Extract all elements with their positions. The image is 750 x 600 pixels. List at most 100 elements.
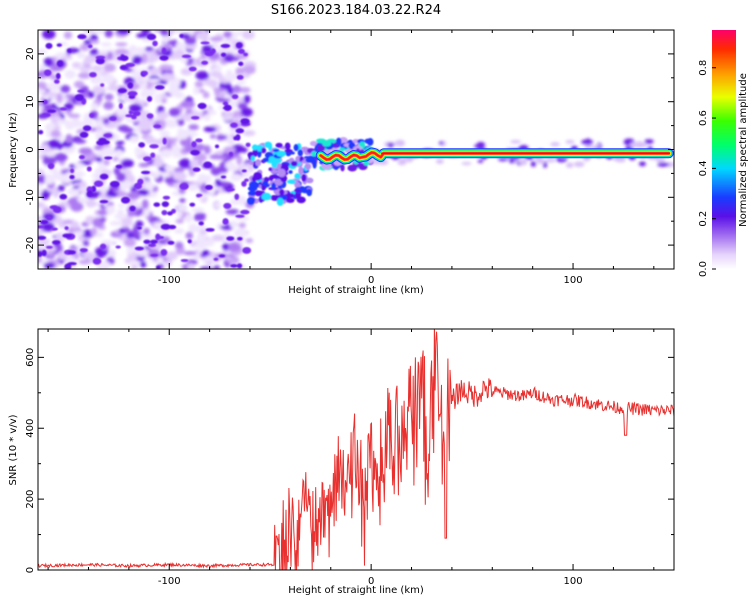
noise-blob	[153, 170, 160, 179]
onset-blob	[253, 171, 263, 181]
onset-blob	[293, 144, 299, 152]
halo-blob	[550, 142, 560, 147]
noise-blob	[224, 160, 235, 170]
noise-blob	[140, 90, 155, 98]
noise-peak	[150, 152, 156, 158]
noise-blob	[108, 84, 120, 92]
noise-peak	[40, 219, 49, 225]
noise-peak	[241, 169, 247, 173]
noise-peak	[192, 167, 201, 172]
noise-peak	[146, 96, 153, 102]
onset-blob	[257, 190, 263, 197]
noise-blob	[138, 122, 152, 132]
noise-blob	[74, 162, 85, 169]
noise-blob	[194, 80, 204, 88]
noise-blob	[223, 146, 236, 154]
halo-blob	[399, 157, 410, 162]
noise-peak	[67, 48, 72, 53]
noise-blob	[209, 79, 218, 89]
noise-peak	[45, 42, 53, 49]
noise-peak	[95, 55, 106, 60]
noise-blob	[173, 30, 184, 34]
noise-peak	[62, 233, 72, 238]
snr-panel: -100 0 100 0 200 400 600 Height of straight l…	[8, 328, 675, 596]
noise-blob	[73, 139, 87, 144]
noise-peak	[140, 170, 151, 175]
onset-blob	[290, 160, 298, 167]
onset-blob	[294, 181, 301, 189]
noise-blob	[126, 233, 136, 239]
halo-blob	[635, 142, 648, 148]
noise-peak	[129, 205, 136, 212]
snr-frame	[37, 328, 675, 571]
noise-blob	[203, 126, 217, 133]
noise-blob	[216, 98, 231, 103]
noise-blob	[209, 36, 224, 42]
halo-blob	[624, 141, 629, 145]
noise-peak	[220, 43, 231, 49]
noise-blob	[175, 218, 184, 224]
noise-blob	[81, 251, 94, 258]
noise-blob	[52, 188, 60, 198]
noise-blob	[113, 167, 121, 176]
noise-peak	[89, 112, 95, 118]
noise-blob	[63, 146, 75, 154]
noise-blob	[157, 111, 169, 120]
onset-blob	[262, 157, 269, 162]
noise-peak	[179, 33, 184, 38]
halo-blob	[536, 160, 546, 164]
noise-blob	[141, 53, 148, 61]
noise-blob	[56, 93, 63, 104]
noise-blob	[97, 209, 107, 216]
halo-blob	[387, 142, 395, 148]
noise-blob	[236, 155, 243, 166]
snr-x-tick-label: 0	[368, 576, 374, 587]
onset-blob	[261, 185, 266, 191]
onset-blob	[286, 179, 297, 184]
onset-blob	[251, 144, 259, 151]
noise-peak	[223, 202, 232, 210]
spectrogram-y-tick-label: 10	[25, 95, 36, 108]
onset-blob	[249, 161, 254, 165]
noise-blob	[223, 232, 231, 238]
noise-blob	[94, 145, 102, 151]
noise-peak	[41, 249, 47, 257]
noise-blob	[43, 262, 56, 269]
noise-peak	[161, 201, 170, 208]
noise-peak	[226, 236, 235, 241]
onset-blob	[289, 151, 296, 155]
noise-blob	[63, 31, 73, 40]
noise-peak	[82, 125, 92, 132]
noise-blob	[153, 138, 166, 146]
onset-blob	[250, 155, 256, 162]
noise-blob	[176, 118, 185, 126]
noise-blob	[48, 81, 62, 92]
noise-blob	[199, 266, 213, 269]
spectrogram-x-ticks: -100 0 100	[47, 30, 655, 286]
noise-blob	[108, 248, 116, 259]
noise-peak	[235, 42, 243, 49]
noise-blob	[183, 251, 197, 256]
noise-blob	[243, 65, 256, 75]
halo-blob	[644, 139, 654, 144]
noise-peak	[236, 263, 243, 269]
noise-blob	[38, 255, 42, 264]
noise-blob	[43, 57, 54, 67]
transition-blob	[364, 138, 371, 144]
noise-blob	[185, 231, 194, 240]
halo-blob	[477, 159, 484, 163]
noise-blob	[38, 169, 45, 177]
noise-peak	[138, 142, 146, 148]
noise-blob	[100, 42, 112, 47]
snr-x-label: Height of straight line (km)	[288, 585, 424, 596]
noise-blob	[164, 119, 179, 128]
noise-blob	[70, 221, 80, 229]
noise-blob	[216, 134, 228, 140]
noise-peak	[191, 141, 197, 148]
noise-blob	[197, 173, 208, 184]
noise-peak	[99, 199, 109, 204]
halo-blob	[638, 161, 646, 167]
noise-peak	[214, 144, 220, 149]
noise-blob	[195, 70, 210, 81]
